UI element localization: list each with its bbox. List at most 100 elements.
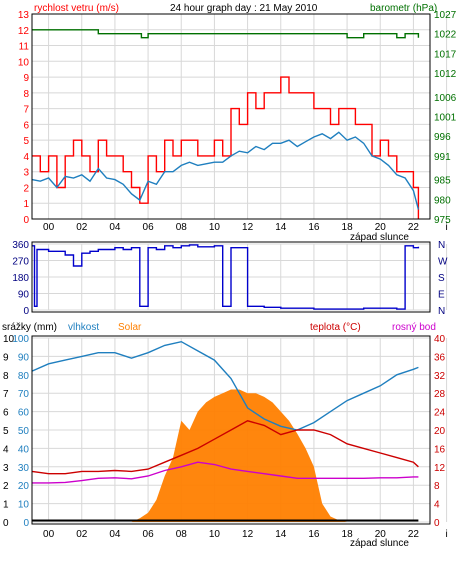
panel3-x-label: 06 [143, 529, 155, 540]
panel1-right-ticks: 975 980 985 991 996 1001 1006 1012 1017 1022 1027 [434, 10, 457, 226]
panel1-left-tick-label: 13 [18, 10, 30, 21]
panel3-x-label: 12 [242, 529, 254, 540]
panel1-x-label: 22 [408, 222, 420, 233]
panel3-right-tick-label: 4 [434, 500, 440, 511]
panel3-right-tick-label: 36 [434, 352, 446, 363]
panel3-rain-tick-label: 4 [3, 444, 9, 455]
dewpoint-line [32, 461, 419, 484]
panel1-x-label: 12 [242, 222, 254, 233]
panel1-right-tick-label: 1027 [434, 10, 457, 21]
panel3-right-tick-label: 28 [434, 389, 446, 400]
panel1-x-label: 16 [308, 222, 320, 233]
panel3-x-label: 02 [76, 529, 88, 540]
panel3-humidity-tick-label: 10 [18, 500, 30, 511]
panel3-rain-tick-label: 1 [3, 500, 9, 511]
panel2-compass-label: N [438, 240, 445, 251]
temperature-line [31, 420, 419, 475]
wind-average-line [31, 131, 420, 210]
panel3-right-tick-label: 20 [434, 426, 446, 437]
panel3-rain-tick-label: 3 [3, 463, 9, 474]
panel1-left-tick-label: 5 [23, 136, 29, 147]
panel2-frame [31, 241, 431, 313]
panel1-series [31, 29, 420, 219]
panel1-x-label: 14 [275, 222, 287, 233]
panel2-left-tick-label: 90 [18, 290, 30, 301]
panel3-temperature-label: teplota (°C) [310, 322, 361, 333]
panel2-compass-label: S [438, 273, 445, 284]
panel3-humidity-tick-label: 70 [18, 389, 30, 400]
panel3-right-tick-label: 32 [434, 371, 446, 382]
panel1-left-tick-label: 1 [23, 199, 29, 210]
panel1-sunset-label: západ slunce [350, 232, 409, 243]
panel2-series [32, 244, 420, 310]
panel1-left-label: rychlost vetru (m/s) [34, 3, 119, 14]
panel3-humidity-tick-label: 100 [12, 334, 29, 345]
panel3-rain-tick-label: 10 [3, 334, 15, 345]
panel3-humidity-tick-label: 60 [18, 408, 30, 419]
panel1-title: 24 hour graph day : 21 May 2010 [170, 3, 318, 14]
panel3-x-label: 22 [408, 529, 420, 540]
panel3-right-tick-label: 0 [434, 518, 440, 529]
panel1-left-tick-label: 8 [23, 89, 29, 100]
panel1-right-tick-label: 1006 [434, 93, 457, 104]
panel1-right-tick-label: 980 [434, 195, 451, 206]
panel1-x-label: 18 [342, 222, 354, 233]
panel3-right-tick-label: 8 [434, 481, 440, 492]
panel2-left-tick-label: 360 [12, 240, 29, 251]
panel3-rain-label: srážky (mm) [2, 322, 57, 333]
panel3-right-tick-label: 24 [434, 408, 446, 419]
panel3-solar-label: Solar [118, 322, 142, 333]
panel1-frame [31, 13, 431, 220]
panel2-compass-label: E [438, 290, 445, 301]
panel1-right-tick-label: 985 [434, 176, 451, 187]
panel1-x-label: i [445, 222, 447, 233]
panel1-left-tick-label: 4 [23, 152, 29, 163]
panel3-rain-tick-label: 5 [3, 426, 9, 437]
panel3-dewpoint-label: rosný bod [392, 322, 436, 333]
panel3-rain-tick-label: 8 [3, 371, 9, 382]
panel1-x-label: 04 [109, 222, 121, 233]
panel1-right-tick-label: 975 [434, 215, 451, 226]
panel1-left-tick-label: 9 [23, 73, 29, 84]
panel1-left-tick-label: 11 [19, 42, 30, 53]
wind-direction-line [32, 244, 420, 310]
humidity-line [31, 340, 419, 431]
panel3-right-tick-label: 12 [434, 463, 446, 474]
panel1-x-labels: 00 02 04 06 08 10 12 14 16 18 20 22 i [43, 222, 448, 233]
panel1-right-tick-label: 996 [434, 132, 451, 143]
panel3-humidity-tick-label: 40 [18, 444, 30, 455]
panel3-x-label: 18 [342, 529, 354, 540]
panel3-x-label: 00 [43, 529, 55, 540]
panel1-left-tick-label: 7 [23, 105, 29, 116]
panel3-humidity-tick-label: 0 [23, 518, 29, 529]
panel3-humidity-tick-label: 50 [18, 426, 30, 437]
panel1-x-label: 00 [43, 222, 55, 233]
panel3-x-label: 16 [308, 529, 320, 540]
panel3-humidity-tick-label: 80 [18, 371, 30, 382]
panel3-rain-tick-label: 9 [3, 352, 9, 363]
panel3-frame [31, 335, 431, 525]
panel1-right-tick-label: 1012 [434, 69, 457, 80]
panel1-x-label: 20 [375, 222, 387, 233]
panel2-left-tick-label: 0 [23, 306, 29, 317]
panel1-right-tick-label: 1017 [434, 49, 457, 60]
barometer-line [32, 29, 420, 39]
panel3-right-tick-label: 16 [434, 444, 446, 455]
panel2-left-tick-label: 180 [12, 273, 29, 284]
panel3-rain-tick-label: 0 [3, 518, 9, 529]
panel3-sunset-label: západ slunce [350, 538, 409, 549]
panel3-x-label: 04 [109, 529, 121, 540]
panel1-right-tick-label: 1022 [434, 30, 457, 41]
panel1-left-tick-label: 6 [23, 120, 29, 131]
panel3-humidity-tick-label: 90 [18, 352, 30, 363]
panel1-x-label: 10 [209, 222, 221, 233]
panel1-x-label: 02 [76, 222, 88, 233]
panel3-x-label: 14 [275, 529, 287, 540]
panel3-right-tick-label: 40 [434, 334, 446, 345]
solar-area [32, 389, 419, 522]
panel1-left-tick-label: 0 [23, 215, 29, 226]
